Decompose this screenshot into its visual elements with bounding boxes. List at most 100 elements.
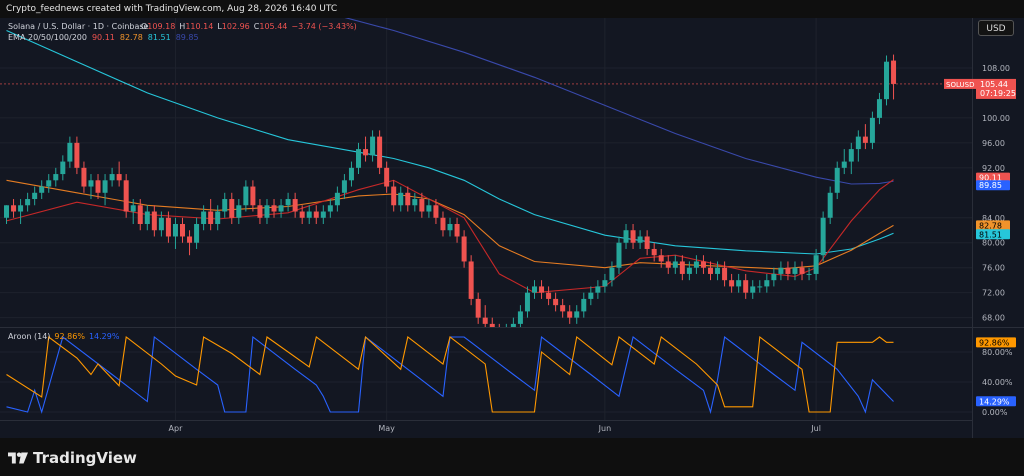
candle-body bbox=[532, 286, 537, 293]
price-tick-label: 96.00 bbox=[982, 139, 1005, 148]
candle bbox=[757, 280, 763, 293]
candle bbox=[271, 199, 277, 218]
candle-body bbox=[363, 149, 369, 156]
symbol-title: Solana / U.S. Dollar · 1D · Coinbase bbox=[8, 22, 149, 31]
aroon-legend[interactable]: Aroon (14) 92.86% 14.29% bbox=[8, 332, 120, 341]
candle bbox=[644, 230, 650, 256]
candle-body bbox=[419, 199, 425, 212]
candle bbox=[505, 323, 507, 327]
candle-body bbox=[165, 217, 171, 237]
candle-body bbox=[799, 267, 805, 274]
candle bbox=[222, 192, 228, 218]
candle-body bbox=[74, 142, 80, 168]
candle bbox=[743, 273, 749, 299]
symbol-tag: SOLUSD bbox=[946, 81, 974, 89]
price-tick-label: 68.00 bbox=[982, 314, 1005, 323]
candle bbox=[116, 161, 122, 187]
candle-body bbox=[686, 267, 692, 274]
ohlc-values: O109.18 H110.14 L102.96 C105.44 −3.74 (−3.43… bbox=[141, 22, 357, 31]
candle-body bbox=[517, 311, 523, 324]
candle bbox=[426, 199, 432, 218]
candle-body bbox=[243, 186, 249, 206]
candle-body bbox=[616, 242, 622, 268]
candle-body bbox=[32, 192, 38, 200]
countdown-badge: 07:19:25 bbox=[980, 89, 1016, 98]
candle bbox=[792, 261, 798, 281]
candle-body bbox=[567, 311, 573, 318]
candle-body bbox=[560, 305, 566, 312]
time-tick-label: Jul bbox=[810, 424, 821, 433]
candle-body bbox=[848, 149, 854, 162]
ema-legend-text: EMA 20/50/100/200 90.11 82.78 81.51 89.85 bbox=[8, 33, 199, 42]
candle bbox=[165, 211, 171, 243]
candle-body bbox=[348, 167, 354, 181]
candle bbox=[11, 199, 17, 218]
currency-button[interactable]: USD bbox=[978, 20, 1014, 36]
aroon-axis-labels[interactable]: 80.00% 40.00% 0.00% bbox=[982, 348, 1013, 417]
candle-body bbox=[341, 180, 347, 193]
tradingview-logo[interactable]: TradingView bbox=[8, 449, 137, 467]
candle-body bbox=[334, 192, 340, 206]
candle-body bbox=[482, 317, 488, 324]
candle-body bbox=[489, 323, 495, 327]
candle-body bbox=[11, 205, 17, 212]
candle bbox=[67, 136, 73, 168]
candle-body bbox=[384, 167, 390, 187]
candle-body bbox=[785, 267, 791, 274]
candle bbox=[771, 267, 777, 287]
candle bbox=[651, 242, 657, 262]
ema-legend[interactable]: EMA 20/50/100/200 90.11 82.78 81.51 89.85 bbox=[8, 33, 199, 42]
candle-body bbox=[792, 267, 798, 274]
candle-body bbox=[60, 161, 66, 175]
candle-body bbox=[623, 230, 629, 243]
candle bbox=[264, 199, 270, 224]
candle bbox=[630, 224, 636, 249]
aroon-legend-text: Aroon (14) 92.86% 14.29% bbox=[8, 332, 120, 341]
candle-body bbox=[130, 205, 136, 212]
candle bbox=[320, 205, 326, 224]
time-axis-labels[interactable]: AprMayJunJulAugSep bbox=[169, 424, 1024, 433]
price-axis-labels[interactable]: 108.00 100.00 96.00 92.00 84.00 80.00 76.00 72.… bbox=[982, 64, 1010, 323]
last-price-badge-bg bbox=[976, 78, 1016, 99]
candle-body bbox=[651, 248, 657, 256]
ema200-value: 89.85 bbox=[176, 33, 199, 42]
candle bbox=[81, 161, 87, 193]
candle-body bbox=[53, 174, 59, 181]
candle-body bbox=[630, 230, 636, 243]
candle bbox=[278, 199, 284, 218]
symbol-legend[interactable]: Solana / U.S. Dollar · 1D · Coinbase O10… bbox=[8, 22, 357, 31]
tradingview-brand: TradingView bbox=[33, 449, 137, 467]
candle bbox=[236, 199, 242, 224]
candle-body bbox=[539, 286, 545, 293]
candle-body bbox=[574, 311, 580, 318]
open-value: 109.18 bbox=[147, 22, 175, 31]
candle-body bbox=[658, 255, 664, 262]
candle-body bbox=[827, 192, 833, 218]
attribution-bar: Crypto_feednews created with TradingView… bbox=[0, 0, 1024, 18]
aroon-tick-label: 0.00% bbox=[982, 408, 1008, 417]
candle bbox=[187, 230, 193, 256]
candle bbox=[419, 192, 425, 218]
candle bbox=[736, 273, 742, 293]
candle bbox=[475, 292, 481, 324]
candle-body bbox=[405, 192, 411, 206]
candle-body bbox=[722, 267, 728, 281]
candle-body bbox=[764, 280, 770, 287]
candle-body bbox=[391, 186, 397, 206]
candle-body bbox=[144, 211, 150, 224]
aroon-down-value: 14.29% bbox=[89, 332, 120, 341]
candle bbox=[201, 205, 207, 231]
candle-body bbox=[215, 211, 221, 224]
candle-body bbox=[299, 211, 305, 218]
candle bbox=[384, 161, 390, 193]
aroon-tick-label: 80.00% bbox=[982, 348, 1013, 357]
candle bbox=[292, 192, 298, 218]
candle-body bbox=[264, 205, 270, 218]
time-tick-label: May bbox=[378, 424, 395, 433]
candle-body bbox=[250, 186, 256, 206]
candle-body bbox=[553, 298, 559, 306]
candle bbox=[820, 211, 826, 262]
candle bbox=[412, 192, 418, 212]
price-chart[interactable]: 108.00 100.00 96.00 92.00 84.00 80.00 76.00 72.… bbox=[0, 0, 1024, 438]
candle bbox=[348, 161, 354, 187]
